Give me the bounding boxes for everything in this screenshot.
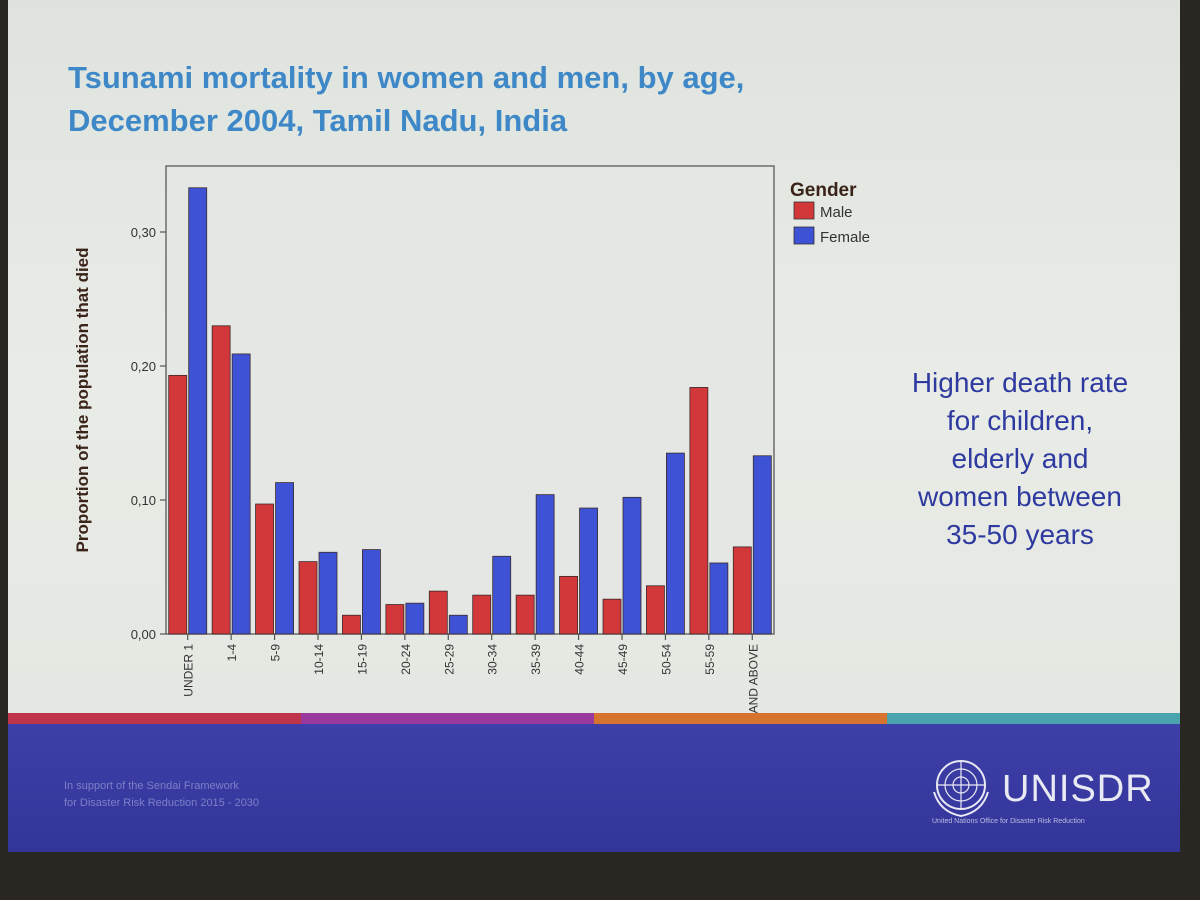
stripe-segment xyxy=(594,713,887,724)
brand-subtitle: United Nations Office for Disaster Risk … xyxy=(932,818,1085,825)
footer-line-2: for Disaster Risk Reduction 2015 - 2030 xyxy=(64,797,260,809)
footer-text: In support of the Sendai Framework for D… xyxy=(64,778,259,812)
bar-female-7 xyxy=(492,555,512,635)
x-tick-label: 45-49 xyxy=(616,644,630,675)
y-tick-label: 0,10 xyxy=(131,493,156,508)
stripe-segment xyxy=(887,713,1180,724)
y-tick-label: 0,30 xyxy=(131,225,156,240)
x-tick-label: UNDER 1 xyxy=(182,644,196,697)
x-tick-label: 60 AND ABOVE xyxy=(746,644,760,729)
bar-male-12 xyxy=(689,387,709,635)
legend-label-male: Male xyxy=(820,204,853,221)
un-emblem-icon xyxy=(933,760,989,818)
note-line: for children, xyxy=(946,405,1094,436)
bar-male-10 xyxy=(602,598,622,635)
bar-female-2 xyxy=(275,482,294,635)
x-tick-label: 15-19 xyxy=(355,644,369,675)
bar-male-9 xyxy=(559,575,578,635)
bar-male-3 xyxy=(298,561,318,635)
x-tick-label: 1-4 xyxy=(225,644,239,662)
bar-male-6 xyxy=(428,590,448,635)
x-tick-label: 35-39 xyxy=(529,644,543,675)
bar-female-12 xyxy=(709,562,729,635)
x-tick-label: 50-54 xyxy=(659,644,673,675)
bar-female-11 xyxy=(666,452,685,635)
bar-female-10 xyxy=(622,496,642,635)
takeaway-note: Higher death rate for children, elderly … xyxy=(870,364,1170,554)
bars xyxy=(168,187,772,635)
bar-male-11 xyxy=(646,585,665,635)
legend-swatch-female xyxy=(793,226,815,245)
bar-male-8 xyxy=(515,594,535,635)
brand-name: UNISDR xyxy=(1002,768,1154,810)
x-tick-label: 5-9 xyxy=(269,644,283,662)
x-tick-label: 30-34 xyxy=(486,644,500,675)
slide: Tsunami mortality in women and men, by a… xyxy=(8,0,1180,852)
note-line: women between xyxy=(918,481,1122,512)
bar-male-5 xyxy=(385,604,405,635)
x-tick-label: 55-59 xyxy=(703,644,717,675)
note-line: 35-50 years xyxy=(946,519,1094,550)
bar-female-9 xyxy=(579,507,598,635)
bar-female-5 xyxy=(405,602,425,635)
x-tick-label: 20-24 xyxy=(399,644,413,675)
slide-title: Tsunami mortality in women and men, by a… xyxy=(68,56,948,142)
note-line: Higher death rate xyxy=(911,367,1129,398)
stripe-segment xyxy=(8,713,301,724)
y-axis: 0,00 0,10 0,20 0,30 xyxy=(131,225,166,642)
bar-male-13 xyxy=(732,546,752,635)
x-tick-label: 25-29 xyxy=(442,644,456,675)
note-line: elderly and xyxy=(951,443,1089,474)
x-axis: UNDER 1 1-4 5-9 10-14 15-19 20-24 25-29 30-34 35… xyxy=(182,634,760,729)
bar-male-1 xyxy=(211,325,231,635)
slide-title-line-1: Tsunami mortality in women and men, by a… xyxy=(68,60,745,95)
mortality-bar-chart: 0,00 0,10 0,20 0,30 UNDER 1 1-4 5-9 10-14 15-19… xyxy=(73,165,870,729)
y-tick-label: 0,00 xyxy=(131,627,156,642)
legend-label-female: Female xyxy=(820,229,870,246)
color-stripe xyxy=(8,713,1180,724)
y-tick-label: 0,20 xyxy=(131,359,156,374)
x-tick-label: 40-44 xyxy=(573,644,587,675)
legend-swatch-male xyxy=(793,201,815,220)
bar-female-1 xyxy=(231,353,251,635)
stripe-segment xyxy=(301,713,594,724)
bar-female-4 xyxy=(362,549,381,635)
footer-line-1: In support of the Sendai Framework xyxy=(64,780,239,792)
legend: Gender Male Female xyxy=(790,180,870,246)
bar-female-6 xyxy=(448,614,468,635)
bar-female-8 xyxy=(535,494,555,635)
slide-title-line-2: December 2004, Tamil Nadu, India xyxy=(68,103,568,138)
legend-title: Gender xyxy=(790,180,857,201)
y-axis-label: Proportion of the population that died xyxy=(73,247,92,552)
bar-male-2 xyxy=(255,503,274,635)
bar-female-0 xyxy=(188,187,208,635)
bar-male-7 xyxy=(472,594,492,635)
bar-male-4 xyxy=(342,614,361,635)
bar-female-13 xyxy=(752,455,772,635)
bar-female-3 xyxy=(318,551,338,635)
bar-male-0 xyxy=(168,374,188,635)
x-tick-label: 10-14 xyxy=(312,644,326,675)
